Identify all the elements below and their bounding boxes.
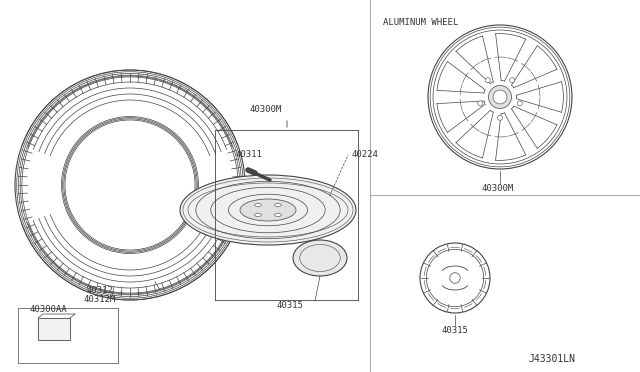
Text: 40300M: 40300M <box>250 105 282 114</box>
Text: 40312: 40312 <box>86 286 113 295</box>
Ellipse shape <box>275 214 282 217</box>
Circle shape <box>488 86 511 109</box>
Circle shape <box>485 78 490 83</box>
Ellipse shape <box>240 199 296 221</box>
Circle shape <box>493 90 507 104</box>
Text: ALUMINUM WHEEL: ALUMINUM WHEEL <box>383 18 458 27</box>
Ellipse shape <box>180 175 356 245</box>
Text: 40300M: 40300M <box>482 184 515 193</box>
Text: 40311: 40311 <box>235 150 262 159</box>
Text: 40300AA: 40300AA <box>30 305 68 314</box>
Bar <box>18 308 118 363</box>
Text: 40315: 40315 <box>276 301 303 310</box>
Ellipse shape <box>65 120 195 250</box>
Ellipse shape <box>255 214 262 217</box>
Ellipse shape <box>293 240 347 276</box>
Text: 40224: 40224 <box>352 150 379 159</box>
Circle shape <box>509 78 515 83</box>
Circle shape <box>517 101 522 106</box>
Circle shape <box>477 101 483 106</box>
Text: 40312M: 40312M <box>84 295 116 304</box>
Text: J43301LN: J43301LN <box>528 354 575 364</box>
Text: 20X9_JJ: 20X9_JJ <box>463 35 500 44</box>
Circle shape <box>428 25 572 169</box>
Circle shape <box>497 115 502 120</box>
Bar <box>38 318 70 340</box>
Text: 40315: 40315 <box>441 326 468 335</box>
Circle shape <box>420 243 490 313</box>
Ellipse shape <box>275 203 282 206</box>
Ellipse shape <box>255 203 262 206</box>
